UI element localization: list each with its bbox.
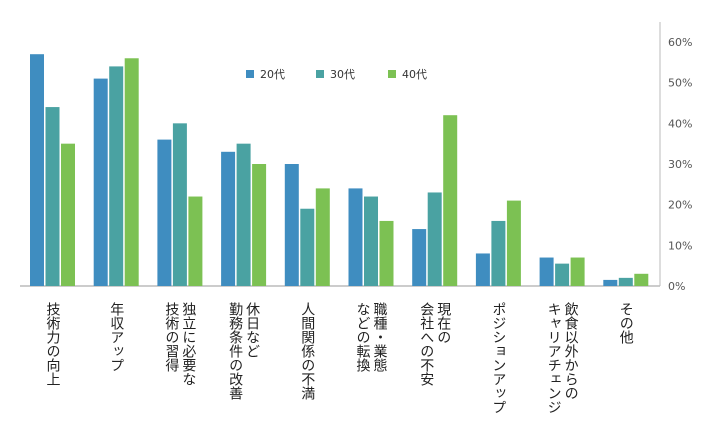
category-label: 会社への不安 <box>418 302 434 386</box>
y-tick-labels: 0% 10% 20% 30% 40% 50% 60% <box>668 36 692 293</box>
category-label: などの転換 <box>355 302 371 373</box>
legend-swatch <box>316 70 324 78</box>
category-label: 年収アップ <box>108 302 124 372</box>
bar <box>252 164 267 286</box>
legend-label: 30代 <box>330 68 355 81</box>
bar <box>603 279 618 286</box>
bar <box>221 151 236 286</box>
bar <box>634 273 649 286</box>
bar <box>539 257 554 286</box>
category-label: 人間関係の不満 <box>299 302 315 400</box>
y-tick-label: 0% <box>668 280 685 293</box>
category-label: 休日など <box>244 302 260 358</box>
y-tick-label: 10% <box>668 239 692 252</box>
bar <box>570 257 585 286</box>
category-label: ポジションアップ <box>490 302 506 414</box>
bar <box>109 66 124 287</box>
bar <box>491 220 506 286</box>
bar <box>236 143 251 286</box>
bar <box>93 78 108 286</box>
bar <box>61 143 75 286</box>
bars <box>30 54 649 287</box>
bar <box>443 115 458 286</box>
bar <box>555 263 570 286</box>
bar <box>45 107 60 286</box>
category-label: 職種・業態 <box>372 302 388 372</box>
bar <box>124 58 139 287</box>
y-tick-label: 20% <box>668 199 692 212</box>
bar <box>284 164 299 286</box>
bar <box>427 192 442 286</box>
bar <box>30 54 44 287</box>
bar <box>618 277 633 286</box>
legend: 20代 30代 40代 <box>246 68 427 81</box>
bar <box>348 188 363 286</box>
bar <box>506 200 521 286</box>
bar <box>379 220 394 286</box>
legend-label: 40代 <box>402 68 427 81</box>
bar <box>412 229 427 286</box>
legend-swatch <box>388 70 396 78</box>
category-label: 勤務条件の改善 <box>227 302 243 400</box>
bar <box>364 196 378 286</box>
category-label: 飲食以外からの <box>563 302 579 400</box>
bar <box>157 139 172 286</box>
category-label: キャリアチェンジ <box>546 302 562 414</box>
y-tick-label: 30% <box>668 158 692 171</box>
bar <box>188 196 203 286</box>
category-label: 独立に必要な <box>180 302 196 386</box>
legend-label: 20代 <box>260 68 285 81</box>
bar <box>172 123 187 286</box>
category-label: その他 <box>618 302 634 345</box>
y-tick-label: 50% <box>668 77 692 90</box>
category-label: 現在の <box>435 302 451 344</box>
bar <box>315 188 330 286</box>
y-tick-label: 40% <box>668 117 692 130</box>
y-tick-label: 60% <box>668 36 692 49</box>
category-label: 技術力の向上 <box>45 302 61 386</box>
bar <box>475 253 490 286</box>
category-label: 技術の習得 <box>163 302 179 372</box>
legend-swatch <box>246 70 254 78</box>
bar <box>300 208 315 286</box>
